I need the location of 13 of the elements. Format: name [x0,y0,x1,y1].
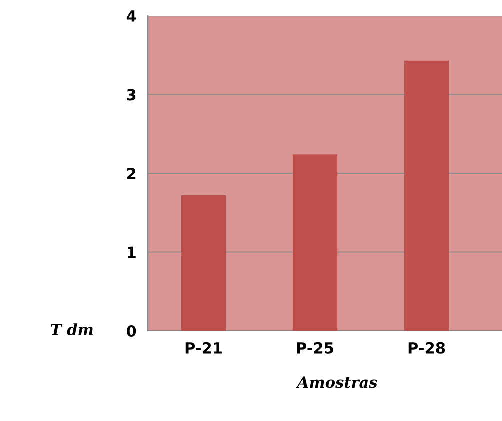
x-tick-label: P-25 [297,342,334,354]
y-tick-label: 3 [127,89,136,101]
x-tick-label: P-21 [186,342,222,354]
y-axis-title: T dm [51,324,93,336]
bar [181,196,226,331]
bar [292,154,338,331]
x-axis-title: Amostras [296,376,378,388]
y-tick-label: 4 [126,10,136,22]
bar [404,60,450,331]
y-tick-label: 0 [126,325,136,338]
y-tick-label: 2 [127,168,136,180]
x-tick-label: P-28 [408,342,446,354]
y-tick-label: 1 [128,246,136,258]
